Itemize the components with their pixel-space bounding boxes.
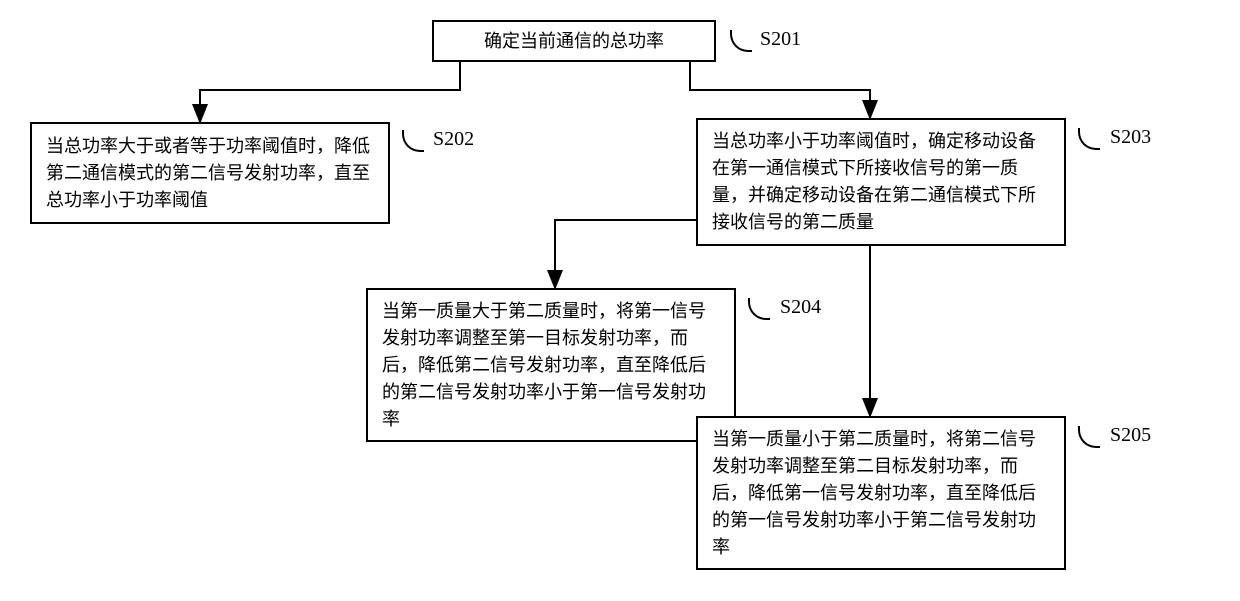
label-s204: S204 — [780, 296, 821, 319]
node-s202-text: 当总功率大于或者等于功率阈值时，降低第二通信模式的第二信号发射功率，直至总功率小… — [46, 133, 374, 214]
connector-s203 — [1078, 128, 1100, 150]
node-s203-text: 当总功率小于功率阈值时，确定移动设备在第一通信模式下所接收信号的第一质量，并确定… — [712, 128, 1050, 236]
label-s203: S203 — [1110, 126, 1151, 149]
connector-s204 — [748, 298, 770, 320]
edge-s201-s202 — [200, 62, 460, 122]
edge-s201-s203 — [690, 62, 870, 118]
node-s204: 当第一质量大于第二质量时，将第一信号发射功率调整至第一目标发射功率，而后，降低第… — [366, 288, 736, 442]
node-s205-text: 当第一质量小于第二质量时，将第二信号发射功率调整至第二目标发射功率，而后，降低第… — [712, 426, 1050, 561]
label-s202: S202 — [433, 128, 474, 151]
connector-s201 — [730, 30, 752, 52]
label-s201: S201 — [760, 28, 801, 51]
edge-s203-s204 — [555, 220, 696, 288]
label-s205: S205 — [1110, 424, 1151, 447]
connector-s202 — [402, 130, 424, 152]
connector-s205 — [1078, 426, 1100, 448]
node-s201: 确定当前通信的总功率 — [432, 20, 716, 62]
node-s202: 当总功率大于或者等于功率阈值时，降低第二通信模式的第二信号发射功率，直至总功率小… — [30, 122, 390, 224]
node-s201-text: 确定当前通信的总功率 — [484, 28, 664, 55]
node-s203: 当总功率小于功率阈值时，确定移动设备在第一通信模式下所接收信号的第一质量，并确定… — [696, 118, 1066, 246]
node-s205: 当第一质量小于第二质量时，将第二信号发射功率调整至第二目标发射功率，而后，降低第… — [696, 416, 1066, 570]
node-s204-text: 当第一质量大于第二质量时，将第一信号发射功率调整至第一目标发射功率，而后，降低第… — [382, 298, 720, 433]
